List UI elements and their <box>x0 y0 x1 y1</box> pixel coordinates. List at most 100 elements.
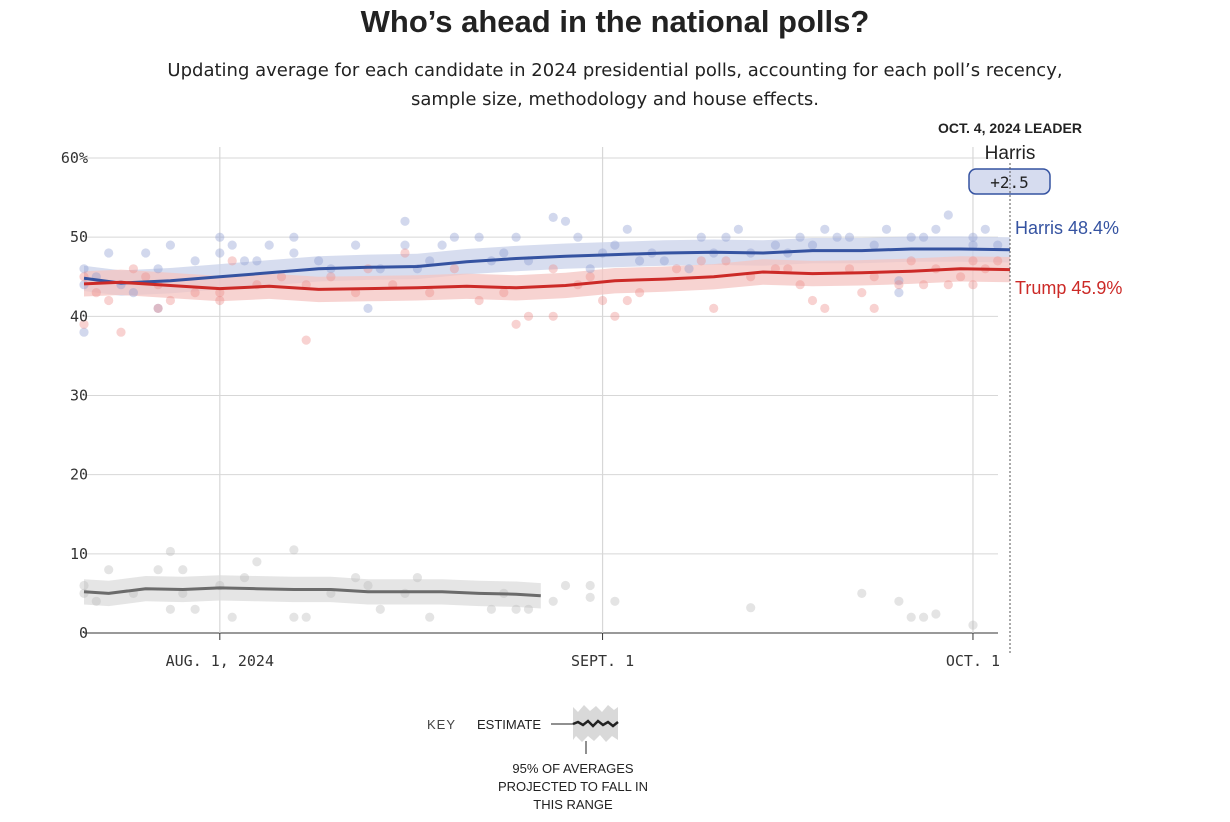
other-poll-point <box>239 573 250 583</box>
y-tick-label: 40 <box>70 307 88 325</box>
trump-poll-point <box>968 280 978 290</box>
other-poll-point <box>548 596 558 606</box>
harris-poll-point <box>499 248 509 258</box>
y-tick-label: 60% <box>61 149 88 167</box>
x-tick-label: OCT. 1 <box>946 652 1000 670</box>
key-range-note-1: 95% OF AVERAGES <box>512 761 633 776</box>
harris-poll-point <box>227 240 237 250</box>
trump-poll-point <box>598 295 608 306</box>
key-label: KEY <box>427 717 456 732</box>
harris-poll-point <box>820 224 830 234</box>
trump-poll-point <box>721 256 731 266</box>
harris-poll-point <box>980 224 990 234</box>
other-poll-point <box>931 609 941 619</box>
harris-average-line <box>83 247 1011 285</box>
other-poll-point <box>79 580 89 591</box>
other-poll-point <box>289 612 299 622</box>
other-poll-point <box>363 580 373 591</box>
harris-poll-point <box>548 212 558 222</box>
harris-poll-point <box>400 216 410 226</box>
key-estimate-label: ESTIMATE <box>477 717 541 732</box>
x-tick-label: SEPT. 1 <box>571 652 634 670</box>
trump-poll-point <box>128 264 138 274</box>
harris-poll-point <box>585 264 595 274</box>
harris-poll-point <box>314 256 324 266</box>
trump-average-line <box>83 267 1011 291</box>
harris-poll-point <box>610 240 620 250</box>
trump-poll-point <box>276 272 287 282</box>
harris-poll-point <box>968 232 978 242</box>
other-poll-point <box>91 596 101 606</box>
harris-poll-point <box>400 240 410 250</box>
other-poll-point <box>375 604 385 614</box>
harris-poll-point <box>104 248 114 258</box>
harris-poll-point <box>832 232 842 242</box>
other-poll-point <box>412 573 422 583</box>
leader-name: Harris <box>985 143 1036 164</box>
harris-poll-point <box>289 232 299 242</box>
other-poll-point <box>165 604 175 614</box>
y-tick-label: 50 <box>70 228 88 246</box>
harris-poll-point <box>906 232 916 242</box>
other-average-line <box>83 586 541 598</box>
harris-poll-point <box>190 256 200 266</box>
poll-points <box>79 210 1003 630</box>
harris-poll-point <box>79 264 89 274</box>
trump-poll-point <box>919 280 929 290</box>
other-poll-point <box>857 588 867 599</box>
trump-poll-point <box>585 272 595 282</box>
trump-poll-point <box>301 335 311 345</box>
leader-heading: OCT. 4, 2024 LEADER <box>938 120 1082 136</box>
harris-poll-point <box>968 240 978 250</box>
chart-subtitle: Updating average for each candidate in 2… <box>167 60 1063 110</box>
trump-poll-point <box>844 264 855 274</box>
harris-poll-point <box>141 248 151 258</box>
harris-poll-point <box>289 248 299 258</box>
y-tick-label: 0 <box>79 624 88 642</box>
harris-poll-point <box>153 264 163 274</box>
trump-poll-point <box>956 272 966 282</box>
trump-poll-point <box>79 319 89 329</box>
trump-poll-point <box>857 288 867 298</box>
trump-poll-point <box>511 319 521 329</box>
other-poll-point <box>610 596 620 606</box>
trump-poll-point <box>672 264 682 274</box>
other-poll-point <box>906 612 916 622</box>
other-poll-point <box>894 596 904 606</box>
trump-poll-point <box>795 280 805 290</box>
trump-poll-point <box>943 280 953 290</box>
trump-poll-point <box>91 288 101 298</box>
harris-poll-point <box>511 232 521 242</box>
grid <box>84 147 998 634</box>
harris-poll-point <box>943 210 953 220</box>
trump-poll-point <box>635 288 645 298</box>
key-range-note-3: THIS RANGE <box>533 797 613 812</box>
trump-poll-point <box>622 295 632 306</box>
key-estimate-line <box>572 719 619 728</box>
harris-end-label: Harris 48.4% <box>1015 218 1119 238</box>
leader-margin: +2.5 <box>990 173 1029 192</box>
harris-poll-point <box>215 248 225 258</box>
trump-poll-point <box>993 256 1003 266</box>
trump-poll-point <box>190 288 200 298</box>
harris-poll-point <box>560 216 571 226</box>
other-poll-point <box>919 612 929 622</box>
other-poll-point <box>227 612 237 622</box>
harris-poll-point <box>252 256 262 266</box>
series-end-labels: Harris 48.4% Trump 45.9% <box>1015 218 1122 298</box>
harris-poll-point <box>659 256 669 266</box>
harris-poll-point <box>264 240 274 250</box>
harris-poll-point <box>215 232 225 242</box>
trump-poll-point <box>869 303 879 313</box>
trump-poll-point <box>215 288 225 298</box>
harris-poll-point <box>894 276 904 286</box>
y-tick-label: 30 <box>70 387 88 405</box>
harris-poll-point <box>869 240 879 250</box>
other-poll-point <box>153 565 163 575</box>
other-poll-point <box>289 545 299 555</box>
average-lines <box>83 247 1011 598</box>
trump-poll-point <box>709 303 719 313</box>
harris-poll-point <box>425 256 435 266</box>
trump-poll-point <box>474 295 484 306</box>
chart-title: Who’s ahead in the national polls? <box>360 4 870 39</box>
